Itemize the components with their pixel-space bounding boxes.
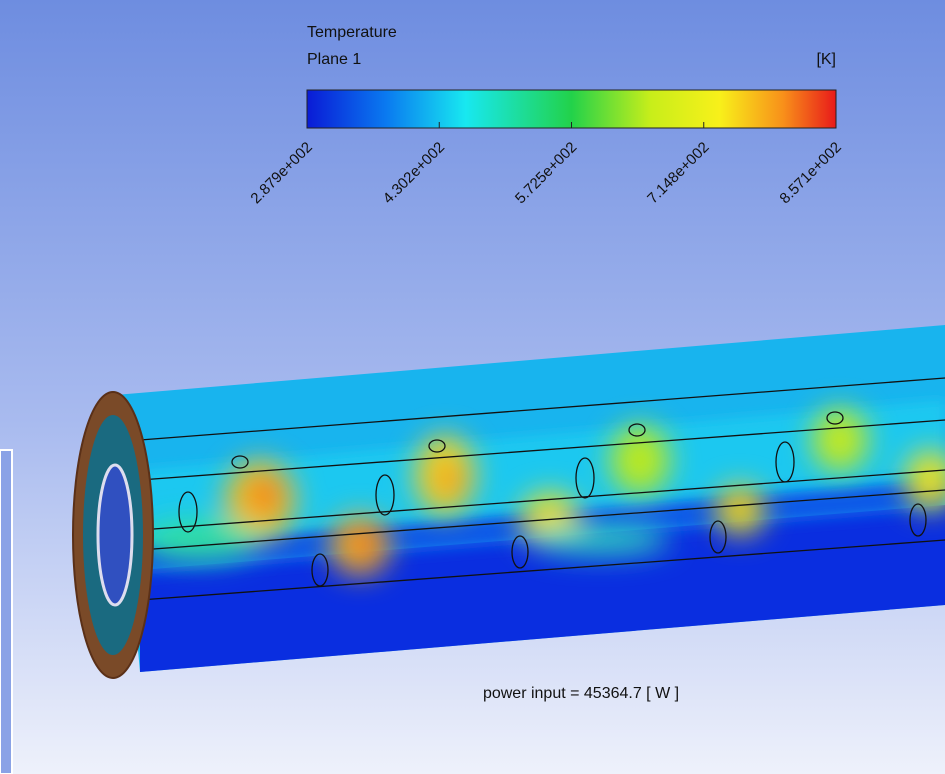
annotation: power input = 45364.7 [ W ]: [483, 685, 679, 702]
window-edge: [0, 450, 12, 774]
viewport: Temperature Plane 1 [K] 2.879e+0024.302e…: [0, 0, 945, 774]
legend-title: Temperature: [307, 24, 397, 41]
legend-unit: [K]: [816, 51, 836, 68]
tube-end-core: [98, 465, 132, 605]
page: {"legend": {"title": "Temperature", "sub…: [0, 0, 945, 774]
legend-subtitle: Plane 1: [307, 51, 361, 68]
